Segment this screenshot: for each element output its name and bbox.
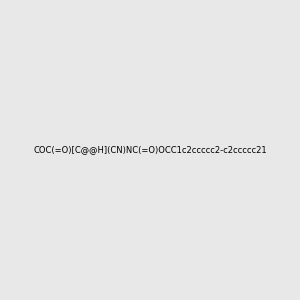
Text: COC(=O)[C@@H](CN)NC(=O)OCC1c2ccccc2-c2ccccc21: COC(=O)[C@@H](CN)NC(=O)OCC1c2ccccc2-c2cc… — [33, 146, 267, 154]
